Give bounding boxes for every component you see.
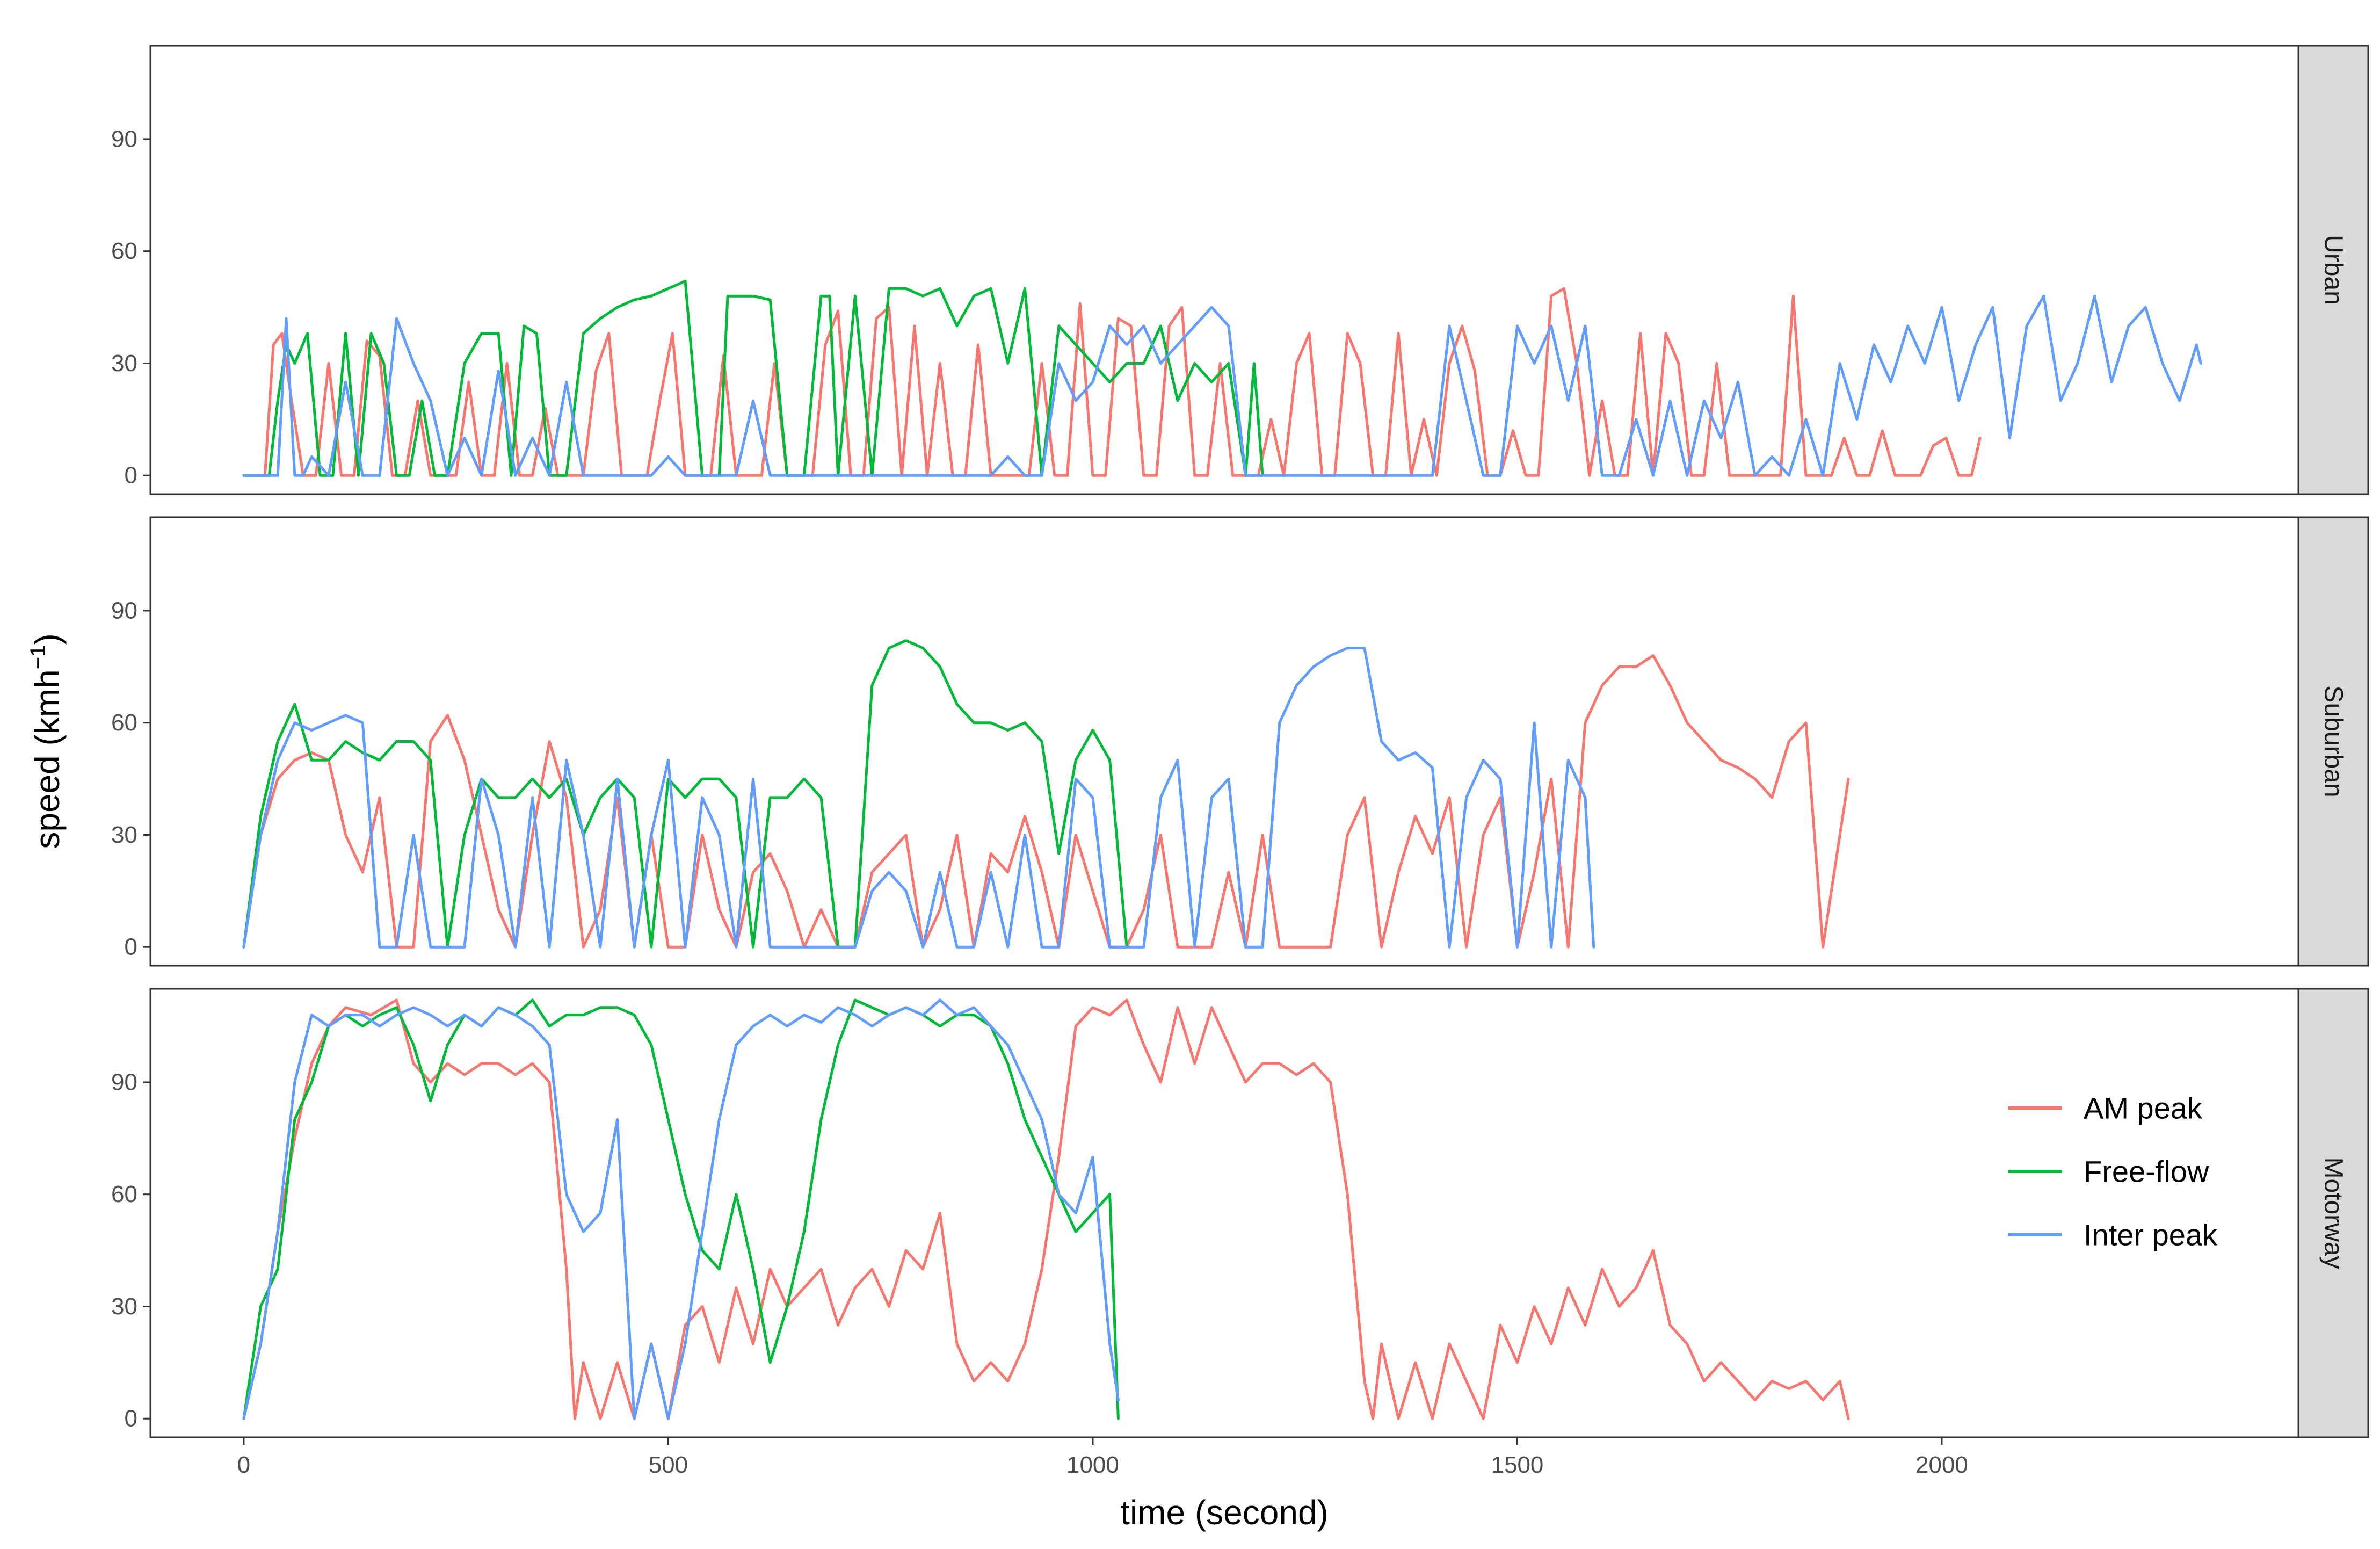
y-axis-title-main: speed (kmh (28, 669, 67, 849)
strip-background (2297, 988, 2369, 1438)
y-axis-title-close: ) (28, 633, 67, 645)
y-tick-label: 30 (111, 350, 137, 377)
series-line-inter-peak (242, 998, 1120, 1420)
y-axis-title-superscript: −1 (26, 645, 50, 670)
y-axis-title: speed (kmh−1) (26, 633, 67, 849)
y-tick-label: 90 (111, 1069, 137, 1095)
x-axis-title: time (second) (1120, 1493, 1329, 1532)
panel-urban: Urban 0 30 60 90 (111, 45, 2369, 495)
panel-suburban: Suburban 0 30 60 90 (111, 516, 2369, 967)
y-tick-label: 60 (111, 238, 137, 264)
y-tick-label: 90 (111, 597, 137, 624)
series-line-free-flow (242, 279, 1264, 477)
legend-label-inter-peak: Inter peak (2084, 1218, 2218, 1252)
y-tick-label: 0 (125, 1406, 137, 1432)
legend-label-free-flow: Free-flow (2084, 1155, 2209, 1189)
panel-series-group (242, 639, 1850, 949)
panel-motorway: Motorway 0 30 60 90 (111, 988, 2369, 1438)
strip-background (2297, 516, 2369, 967)
y-tick-label: 0 (125, 462, 137, 489)
panels-layer: Urban 0 30 60 90 Suburban 0 30 60 90 Motorway 0 30 60… (111, 45, 2369, 1478)
panel-border (149, 45, 2299, 495)
x-tick-label: 1500 (1491, 1452, 1544, 1478)
y-tick-label: 90 (111, 126, 137, 152)
y-tick-label: 30 (111, 1293, 137, 1320)
panel-series-group (242, 998, 1850, 1420)
panel-border (149, 988, 2299, 1438)
panel-series-group (242, 279, 2202, 477)
y-tick-label: 0 (125, 934, 137, 960)
panel-border (149, 516, 2299, 967)
strip-label-motorway: Motorway (2319, 1157, 2348, 1269)
strip-label-suburban: Suburban (2319, 685, 2348, 797)
series-line-am-peak (242, 998, 1850, 1420)
series-line-inter-peak (242, 294, 2202, 477)
strip-label-urban: Urban (2319, 235, 2348, 305)
y-tick-label: 30 (111, 822, 137, 848)
x-tick-label: 2000 (1915, 1452, 1968, 1478)
series-line-am-peak (242, 287, 1982, 477)
legend: AM peak Free-flow Inter peak (2008, 1091, 2218, 1252)
series-line-am-peak (242, 654, 1850, 949)
x-tick-label: 0 (237, 1452, 250, 1478)
y-tick-label: 60 (111, 710, 137, 736)
y-tick-label: 60 (111, 1181, 137, 1207)
legend-label-am-peak: AM peak (2084, 1091, 2203, 1125)
strip-background (2297, 45, 2369, 495)
x-tick-label: 500 (649, 1452, 688, 1478)
x-tick-label: 1000 (1066, 1452, 1119, 1478)
series-line-inter-peak (242, 647, 1595, 949)
series-line-free-flow (242, 998, 1120, 1420)
series-line-free-flow (242, 639, 1128, 949)
